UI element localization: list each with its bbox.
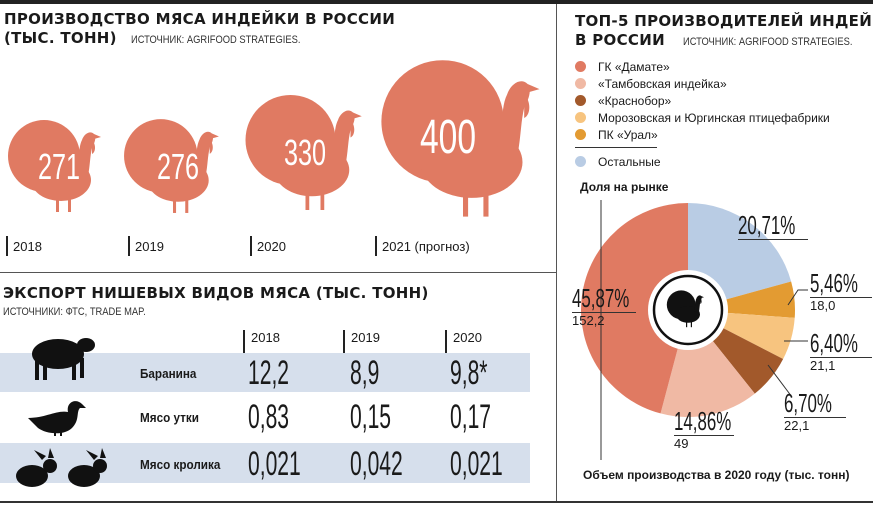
horizontal-divider — [0, 272, 556, 273]
year-label: 2019 — [128, 236, 164, 256]
slice-label: 6,70% 22,1 — [784, 390, 858, 433]
slice-volume: 22,1 — [784, 418, 810, 433]
pie-title-2: В РОССИИ — [575, 31, 665, 49]
turkey-2020: 330 — [243, 70, 368, 230]
slice-label: 45,87% 152,2 — [572, 285, 660, 328]
legend-label: Морозовская и Юргинская птицефабрики — [598, 110, 830, 125]
legend-divider — [575, 147, 657, 148]
production-value: 276 — [156, 146, 200, 187]
sheep-icon — [32, 338, 95, 380]
year-label: 2020 — [250, 236, 286, 256]
top-border — [0, 0, 873, 4]
legend-dot-icon — [575, 156, 586, 167]
duck-icon — [28, 401, 86, 436]
export-value: 8,9 — [350, 354, 380, 392]
production-title: ПРОИЗВОДСТВО МЯСА ИНДЕЙКИ В РОССИИ — [4, 10, 396, 28]
row-label: Баранина — [140, 366, 197, 381]
export-value: 0,021 — [450, 445, 503, 483]
turkey-2019: 276 — [122, 98, 224, 230]
column-header: 2018 — [243, 330, 280, 354]
vertical-divider — [556, 4, 557, 501]
export-value: 12,2 — [248, 354, 290, 392]
production-value: 400 — [419, 111, 477, 164]
volume-caption: Объем производства в 2020 году (тыс. тон… — [583, 468, 850, 482]
production-subtitle: (ТЫС. ТОНН) ИСТОЧНИК: AGRIFOOD STRATEGIE… — [4, 29, 331, 48]
leader-line — [767, 364, 793, 398]
row-label: Мясо кролика — [140, 457, 221, 472]
legend-label: ПК «Урал» — [598, 127, 658, 142]
legend: ГК «Дамате» «Тамбовская индейка» «Краснобо… — [575, 58, 830, 170]
export-title: ЭКСПОРТ НИШЕВЫХ ВИДОВ МЯСА (ТЫС. ТОНН) — [3, 284, 429, 302]
legend-label: Остальные — [598, 154, 661, 169]
export-source: ИСТОЧНИКИ: ФТС, TRADE MAP. — [3, 306, 146, 318]
slice-volume: 18,0 — [810, 298, 836, 313]
slice-percent: 6,40% — [810, 328, 858, 358]
slice-label: 20,71% — [738, 212, 826, 240]
slice-percent: 45,87% — [572, 283, 630, 313]
slice-volume: 21,1 — [810, 358, 836, 373]
production-unit: (ТЫС. ТОНН) — [4, 29, 117, 47]
legend-dot-icon — [575, 112, 586, 123]
export-value: 0,83 — [248, 398, 290, 436]
slice-label: 5,46% 18,0 — [810, 270, 873, 313]
bottom-border — [0, 501, 873, 503]
export-value: 0,042 — [350, 445, 403, 483]
slice-label: 14,86% 49 — [674, 408, 762, 451]
legend-item: ПК «Урал» — [575, 126, 830, 143]
production-source: ИСТОЧНИК: AGRIFOOD STRATEGIES. — [131, 34, 301, 46]
pie-chart — [581, 200, 808, 460]
year-label: 2021 (прогноз) — [375, 236, 470, 256]
slice-label: 6,40% 21,1 — [810, 330, 873, 373]
legend-dot-icon — [575, 61, 586, 72]
slice-percent: 14,86% — [674, 406, 732, 436]
leader-line — [787, 289, 808, 306]
export-value: 0,17 — [450, 398, 492, 436]
rabbit-icon — [16, 448, 107, 487]
column-header: 2019 — [343, 330, 380, 354]
turkey-2018: 271 — [6, 98, 106, 230]
legend-item: Остальные — [575, 153, 830, 170]
legend-dot-icon — [575, 95, 586, 106]
legend-item: ГК «Дамате» — [575, 58, 830, 75]
slice-volume: 152,2 — [572, 313, 605, 328]
legend-dot-icon — [575, 78, 586, 89]
slice-percent: 6,70% — [784, 388, 832, 418]
slice-volume: 49 — [674, 436, 689, 451]
export-value: 9,8* — [450, 354, 488, 392]
year-label: 2018 — [6, 236, 42, 256]
slice-percent: 5,46% — [810, 268, 858, 298]
legend-item: «Тамбовская индейка» — [575, 75, 830, 92]
row-band — [0, 353, 530, 392]
legend-dot-icon — [575, 129, 586, 140]
legend-item: Морозовская и Юргинская птицефабрики — [575, 109, 830, 126]
pie-slice — [581, 203, 688, 414]
column-header: 2020 — [445, 330, 482, 354]
legend-label: ГК «Дамате» — [598, 59, 670, 74]
pie-title: ТОП-5 ПРОИЗВОДИТЕЛЕЙ ИНДЕЙКИ — [575, 12, 873, 30]
export-value: 0,021 — [248, 445, 301, 483]
legend-label: «Тамбовская индейка» — [598, 76, 727, 91]
legend-item: «Краснобор» — [575, 92, 830, 109]
share-label: Доля на рынке — [580, 180, 669, 194]
production-value: 271 — [37, 146, 81, 187]
production-value: 330 — [283, 132, 327, 173]
slice-percent: 20,71% — [738, 210, 796, 240]
turkey-2021: 400 — [378, 40, 548, 230]
pie-source: ИСТОЧНИК: AGRIFOOD STRATEGIES. — [683, 36, 853, 48]
row-label: Мясо утки — [140, 410, 199, 425]
legend-label: «Краснобор» — [598, 93, 672, 108]
export-value: 0,15 — [350, 398, 392, 436]
